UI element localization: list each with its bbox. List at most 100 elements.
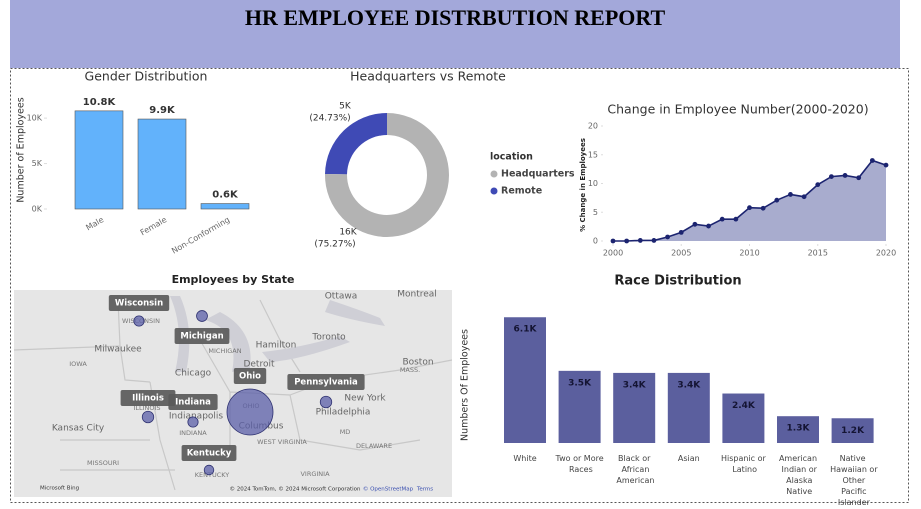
map-place-label: Philadelphia: [316, 408, 371, 418]
state-label: Illinois: [132, 394, 164, 404]
x-tick-label: Asian: [678, 454, 700, 463]
x-tick-label: 2000: [603, 249, 623, 258]
map-place-label: Kansas City: [52, 424, 105, 434]
point: [610, 238, 616, 244]
chart-title: Race Distribution: [614, 274, 741, 289]
map-attribution: © 2024 TomTom, © 2024 Microsoft Corporat…: [229, 486, 361, 493]
point: [624, 238, 630, 244]
point: [706, 223, 711, 229]
point: [883, 162, 889, 168]
map-place-label: Toronto: [311, 333, 346, 343]
data-label: 9.9K: [149, 105, 176, 116]
donut-slice: [325, 113, 387, 175]
data-label: 0.6K: [212, 190, 239, 201]
map-place-label: MASS.: [400, 366, 420, 374]
y-axis-label: Number of Employees: [16, 97, 27, 202]
y-tick-label: 20: [588, 122, 598, 131]
percent-label: (75.27%): [314, 240, 355, 250]
point: [692, 221, 698, 227]
bar: [831, 418, 874, 443]
lakes: [170, 296, 385, 372]
point: [719, 216, 725, 222]
point: [760, 205, 766, 211]
legend-title: location: [490, 152, 533, 163]
data-label: 2.4K: [732, 401, 756, 411]
state-bubble: [187, 416, 199, 428]
percent-label: (24.73%): [309, 114, 350, 124]
map-place-label: KENTUCKY: [195, 471, 230, 479]
y-tick-label: 5: [593, 208, 598, 217]
chart-title: Headquarters vs Remote: [350, 69, 506, 84]
point: [829, 174, 834, 180]
x-tick-label: Black or African American: [614, 454, 655, 485]
x-tick-label: White: [513, 454, 536, 463]
map-borders: [13, 299, 453, 491]
header-band: [10, 0, 900, 68]
data-label: 3.4K: [623, 380, 647, 390]
data-label: 10.8K: [83, 97, 117, 108]
data-label: 3.4K: [677, 380, 701, 390]
state-label: Kentucky: [187, 449, 232, 459]
map-place-label: Boston: [402, 358, 433, 368]
chart-title: Gender Distribution: [85, 69, 208, 84]
legend-swatch: [490, 170, 498, 178]
x-tick-label: 2010: [739, 249, 759, 258]
state-label-box: [108, 295, 170, 311]
x-tick-label: Two or More Races: [555, 454, 604, 474]
data-label: 1.2K: [841, 426, 865, 436]
state-label-box: [168, 394, 218, 410]
map-place-label: New York: [344, 394, 386, 404]
point: [801, 194, 807, 200]
state-label: Wisconsin: [115, 299, 163, 309]
map-place-label: Chicago: [175, 369, 212, 379]
x-tick-label: Native Hawaiian or Other Pacific Islande…: [828, 454, 879, 506]
dashboard-border: [10, 68, 909, 503]
bar: [137, 118, 187, 210]
count-label: 16K: [339, 228, 357, 238]
state-label-box: [174, 328, 230, 344]
y-axis-label: Numbers Of Employees: [460, 329, 471, 441]
y-tick-label: 5K: [32, 159, 43, 168]
map-place-label: MD: [340, 428, 351, 436]
point: [651, 238, 657, 243]
map-place-label: Detroit: [243, 360, 275, 370]
chart-title: Employees by State: [172, 273, 295, 286]
point: [733, 216, 739, 222]
map-attribution: Terms: [416, 487, 433, 493]
map-place-label: VIRGINIA: [300, 470, 330, 478]
map-place-label: ILLINOIS: [133, 404, 160, 412]
donut-slice: [324, 113, 449, 237]
bar: [613, 372, 656, 443]
legend-swatch: [490, 187, 498, 195]
y-tick-label: 0K: [32, 205, 43, 214]
point: [869, 158, 875, 163]
bar: [667, 372, 710, 443]
x-tick-label: 2015: [808, 249, 828, 258]
state-bubble: [319, 395, 333, 409]
y-tick-label: 10K: [27, 114, 43, 123]
data-label: 3.5K: [568, 378, 592, 388]
state-label-box: [287, 374, 365, 390]
map-place-label: INDIANA: [179, 429, 207, 437]
bar: [558, 370, 601, 443]
point: [815, 182, 821, 188]
legend-label: Headquarters: [501, 169, 575, 180]
state-bubble: [133, 315, 145, 327]
state-label: Michigan: [180, 332, 223, 342]
y-tick-label: 10: [588, 179, 598, 188]
count-label: 5K: [339, 102, 352, 112]
x-tick-label: American Indian or Alaska Native: [779, 454, 818, 496]
y-axis-label: % Change in Employees: [579, 138, 587, 232]
state-label: Indiana: [175, 398, 211, 408]
map-place-label: Indianapolis: [169, 412, 224, 422]
point: [665, 234, 670, 240]
state-label-box: [181, 445, 237, 461]
point: [842, 173, 848, 178]
state-bubble: [141, 410, 155, 424]
point: [788, 192, 793, 197]
bar: [722, 393, 765, 443]
data-label: 6.1K: [514, 325, 538, 335]
map-place-label: DELAWARE: [356, 442, 392, 450]
bar: [200, 203, 250, 210]
point: [774, 197, 780, 203]
